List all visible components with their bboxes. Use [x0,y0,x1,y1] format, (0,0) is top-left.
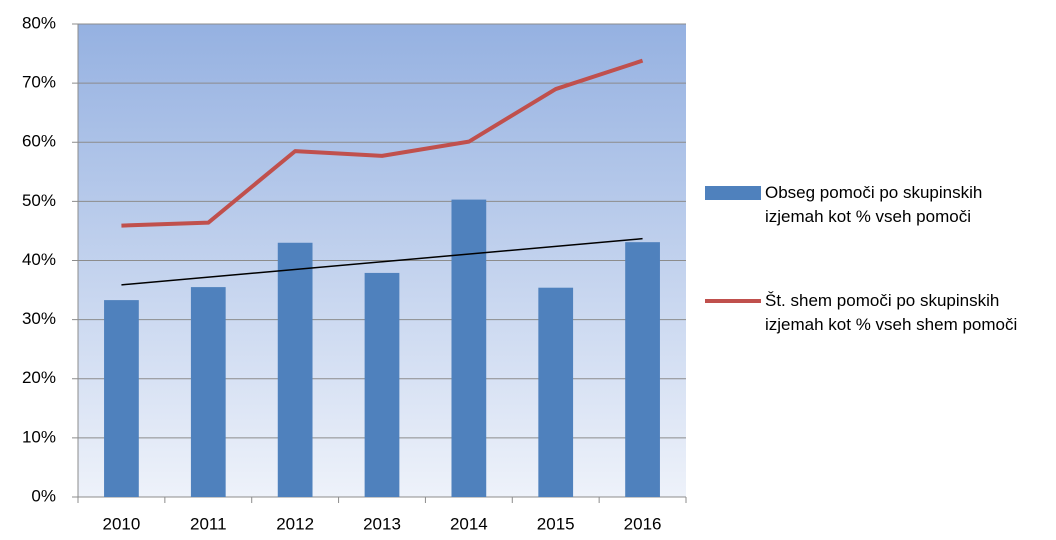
y-tick-label: 40% [22,250,56,269]
y-tick-label: 60% [22,132,56,151]
y-tick-label: 50% [22,191,56,210]
legend-label: Obseg pomoči po skupinskih izjemah kot %… [765,183,983,226]
bar [538,287,574,497]
y-tick-label: 70% [22,73,56,92]
legend-bar-swatch [705,186,761,200]
bar [625,242,660,497]
y-tick-label: 0% [31,486,56,505]
x-tick-label: 2015 [537,514,575,533]
y-tick-label: 80% [22,13,56,32]
legend-swatch [705,186,761,200]
y-tick-label: 10% [22,427,56,446]
y-tick-label: 20% [22,368,56,387]
bar [364,272,400,497]
bar [104,300,139,497]
x-tick-label: 2010 [103,514,141,533]
bar [190,287,226,497]
y-tick-label: 30% [22,309,56,328]
line [121,58,644,228]
legend-item: Obseg pomoči po skupinskih izjemah kot %… [705,181,1045,229]
x-tick-label: 2011 [190,514,227,533]
bar [277,242,313,497]
x-tick-label: 2012 [276,514,314,533]
x-tick-label: 2016 [624,514,662,533]
legend-label: Št. shem pomoči po skupinskih izjemah ko… [765,291,1018,334]
bar [451,199,487,497]
legend-item: Št. shem pomoči po skupinskih izjemah ko… [705,289,1035,337]
trendline [121,237,643,286]
x-tick-label: 2013 [363,514,401,533]
x-tick-label: 2014 [450,514,488,533]
legend-swatch [705,299,761,303]
